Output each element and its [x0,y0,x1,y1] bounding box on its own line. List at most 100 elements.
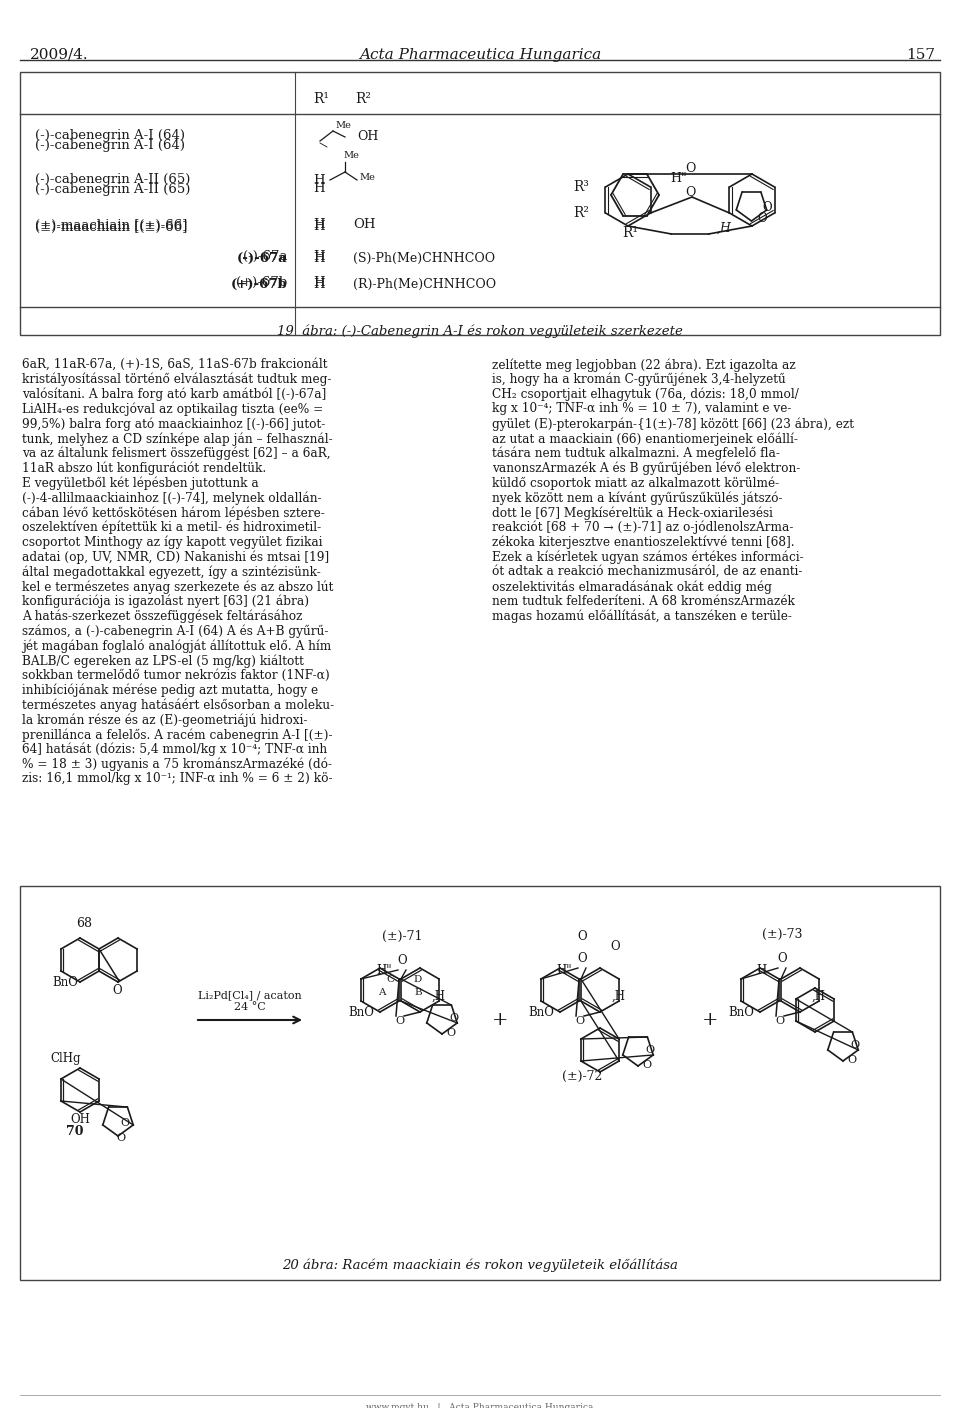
Text: tására nem tudtuk alkalmazni. A megfelelő fla-: tására nem tudtuk alkalmazni. A megfelel… [492,446,780,460]
Text: O: O [847,1055,856,1064]
Text: ,H: ,H [812,990,826,1002]
Text: kristályosítással történő elválasztását tudtuk meg-: kristályosítással történő elválasztását … [22,373,331,386]
Text: H: H [313,277,324,290]
Text: 157: 157 [906,48,935,62]
Text: reakciót [68 + 70 → (±)-71] az o-jódlenolszArma-: reakciót [68 + 70 → (±)-71] az o-jódleno… [492,521,793,534]
Text: E vegyületből két lépésben jutottunk a: E vegyületből két lépésben jutottunk a [22,476,259,490]
Text: nem tudtuk felfederíteni. A 68 kroménszArmazék: nem tudtuk felfederíteni. A 68 kroménszA… [492,594,795,608]
Text: (-)-cabenegrin A-I (64): (-)-cabenegrin A-I (64) [35,128,185,141]
Text: OH: OH [357,130,378,142]
Text: B: B [414,988,421,997]
Text: számos, a (-)-cabenegrin A-I (64) A és A+B gyűrű-: számos, a (-)-cabenegrin A-I (64) A és A… [22,624,328,638]
Text: természetes anyag hatásáért elsősorban a moleku-: természetes anyag hatásáért elsősorban a… [22,698,334,712]
Text: oszelektíven építettük ki a metil- és hidroximetil-: oszelektíven építettük ki a metil- és hi… [22,521,322,534]
Text: A hatás-szerkezet összefüggések feltárásához: A hatás-szerkezet összefüggések feltárás… [22,610,302,624]
Text: OH: OH [353,218,375,231]
Text: H: H [313,218,324,231]
Text: Ezek a kísérletek ugyan számos értékes informáci-: Ezek a kísérletek ugyan számos értékes i… [492,551,804,563]
Text: valósítani. A balra forg ató karb amátból [(-)-67a]: valósítani. A balra forg ató karb amátbó… [22,387,326,401]
Text: (+)-67b: (+)-67b [230,277,287,290]
Text: kel e természetes anyag szerkezete és az abszo lút: kel e természetes anyag szerkezete és az… [22,580,333,594]
Text: C: C [386,974,394,984]
Text: 2009/4.: 2009/4. [30,48,88,62]
Text: jét magában foglaló analógját állítottuk elő. A hím: jét magában foglaló analógját állítottuk… [22,639,331,653]
Text: (+)-67b: (+)-67b [236,276,287,289]
Text: O: O [611,941,620,953]
Text: H": H" [376,964,392,977]
Text: BnO: BnO [528,1005,554,1019]
Text: O: O [121,1118,130,1128]
Text: 70: 70 [66,1125,84,1138]
Text: www.mgyt.hu   |   Acta Pharmaceutica Hungarica: www.mgyt.hu | Acta Pharmaceutica Hungari… [367,1402,593,1408]
Text: 11aR abszo lút konfigurációt rendeltük.: 11aR abszo lút konfigurációt rendeltük. [22,462,266,474]
Text: va az általunk felismert összefüggést [62] – a 6aR,: va az általunk felismert összefüggést [6… [22,446,330,460]
Text: O: O [397,955,407,967]
Text: csoportot Minthogy az így kapott vegyület fizikai: csoportot Minthogy az így kapott vegyüle… [22,535,323,549]
Text: (-)-cabenegrin A-II (65): (-)-cabenegrin A-II (65) [35,183,190,196]
Text: R¹: R¹ [313,92,329,106]
Text: BnO: BnO [728,1005,754,1019]
Text: H: H [313,276,324,289]
Text: O: O [762,201,773,214]
Text: D: D [414,974,422,984]
Text: O: O [684,162,695,176]
Text: zelítette meg legjobban (22 ábra). Ezt igazolta az: zelítette meg legjobban (22 ábra). Ezt i… [492,358,796,372]
Text: konfigurációja is igazolást nyert [63] (21 ábra): konfigurációja is igazolást nyert [63] (… [22,594,309,608]
Text: O: O [449,1012,458,1024]
Text: 99,5%) balra forg ató maackiainhoz [(-)-66] jutot-: 99,5%) balra forg ató maackiainhoz [(-)-… [22,417,325,431]
Text: O: O [642,1060,651,1070]
Text: H": H" [556,964,571,977]
Text: ,H: ,H [716,221,732,235]
Text: H: H [313,183,324,196]
Text: (-)-67a: (-)-67a [243,249,287,262]
Text: inhibíciójának mérése pedig azt mutatta, hogy e: inhibíciójának mérése pedig azt mutatta,… [22,684,318,697]
Text: Me: Me [359,173,374,183]
Text: küldő csoportok miatt az alkalmazott körülmé-: küldő csoportok miatt az alkalmazott kör… [492,476,780,490]
Text: O: O [778,952,787,964]
Text: O: O [575,1017,585,1026]
Text: BnO: BnO [348,1005,373,1019]
Text: R¹: R¹ [622,227,638,239]
Text: BnO: BnO [52,976,78,988]
Text: tunk, melyhez a CD színképe alap ján – felhasznál-: tunk, melyhez a CD színképe alap ján – f… [22,432,332,445]
Text: H: H [313,249,324,262]
Text: (±)-maachiain [(±)-66]: (±)-maachiain [(±)-66] [35,221,187,234]
Text: zis: 16,1 mmol/kg x 10⁻¹; INF-α inh % = 6 ± 2) kö-: zis: 16,1 mmol/kg x 10⁻¹; INF-α inh % = … [22,773,332,786]
Text: (-)-cabenegrin A-I (64): (-)-cabenegrin A-I (64) [35,138,185,152]
Text: oszelektivitás elmaradásának okát eddig még: oszelektivitás elmaradásának okát eddig … [492,580,772,594]
Text: H: H [313,252,324,265]
Text: (-)-4-allilmaackiainhoz [(-)-74], melynek oldallán-: (-)-4-allilmaackiainhoz [(-)-74], melyne… [22,491,322,504]
Bar [20,72,940,335]
Text: R²: R² [355,92,371,106]
Text: (-)-67a: (-)-67a [236,252,287,265]
Text: (S)-Ph(Me)CHNHCOO: (S)-Ph(Me)CHNHCOO [353,252,495,265]
Text: az utat a maackiain (66) enantiomerjeinek előállí-: az utat a maackiain (66) enantiomerjeine… [492,432,798,445]
Text: magas hozamú előállítását, a tanszéken e terüle-: magas hozamú előállítását, a tanszéken e… [492,610,792,624]
Text: H: H [313,173,324,186]
Text: 68: 68 [76,917,92,931]
Text: (-)-cabenegrin A-II (65): (-)-cabenegrin A-II (65) [35,173,190,186]
Text: H: H [756,964,766,977]
Text: vanonszArmazék A és B gyűrűjében lévő elektron-: vanonszArmazék A és B gyűrűjében lévő el… [492,462,801,474]
Text: adatai (op, UV, NMR, CD) Nakanishi és mtsai [19]: adatai (op, UV, NMR, CD) Nakanishi és mt… [22,551,329,563]
Text: A: A [378,988,386,997]
Text: zékoka kiterjesztve enantioszelektívvé tenni [68].: zékoka kiterjesztve enantioszelektívvé t… [492,535,795,549]
Text: (±)-73: (±)-73 [761,928,803,941]
Text: LiAlH₄-es redukcjóval az optikailag tiszta (ee% =: LiAlH₄-es redukcjóval az optikailag tisz… [22,403,324,415]
Text: ClHg: ClHg [50,1052,81,1064]
Text: (±)-maachiain [(±)-66]: (±)-maachiain [(±)-66] [35,218,187,231]
Text: O: O [757,213,767,225]
Text: H": H" [670,173,686,186]
Text: OH: OH [70,1112,90,1126]
Text: sokkban termelődő tumor nekrózis faktor (1NF-α): sokkban termelődő tumor nekrózis faktor … [22,669,329,681]
Text: O: O [396,1017,404,1026]
Text: Acta Pharmaceutica Hungarica: Acta Pharmaceutica Hungarica [359,48,601,62]
Text: által megadottakkal egyezett, így a szintézisünk-: által megadottakkal egyezett, így a szin… [22,565,321,579]
Text: 64] hatását (dózis: 5,4 mmol/kg x 10⁻⁴; TNF-α inh: 64] hatását (dózis: 5,4 mmol/kg x 10⁻⁴; … [22,743,327,756]
Text: kg x 10⁻⁴; TNF-α inh % = 10 ± 7), valamint e ve-: kg x 10⁻⁴; TNF-α inh % = 10 ± 7), valami… [492,403,791,415]
Text: (±)-71: (±)-71 [382,931,422,943]
Text: % = 18 ± 3) ugyanis a 75 krománszArmazéké (dó-: % = 18 ± 3) ugyanis a 75 krománszArmazék… [22,758,332,772]
Text: (±)-72: (±)-72 [562,1070,602,1083]
Text: O: O [645,1045,655,1055]
Text: O: O [116,1133,126,1143]
